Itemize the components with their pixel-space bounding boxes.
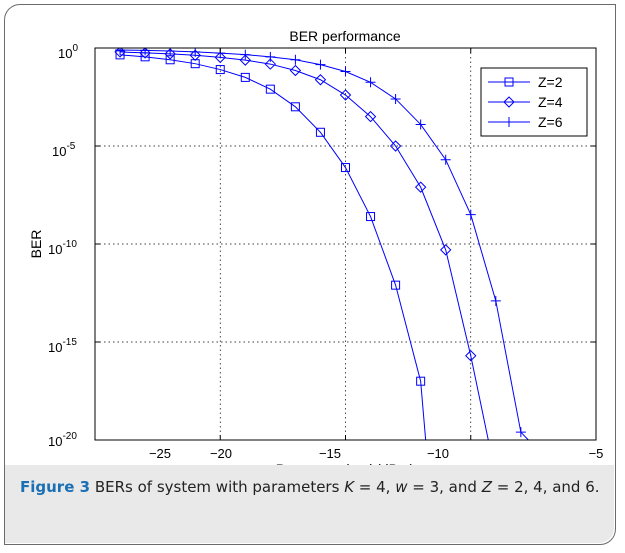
data-point-z2 [366, 212, 376, 222]
series-layer [114, 48, 529, 440]
x-tick-label: −5 [589, 446, 604, 461]
data-point-z6 [240, 49, 251, 60]
data-point-z2 [416, 376, 426, 386]
data-point-z6 [140, 48, 151, 56]
data-point-z2 [290, 102, 300, 112]
data-point-z2 [391, 280, 401, 290]
y-tick-label: 10-15 [48, 337, 77, 355]
caption-var-z: Z [481, 478, 492, 496]
data-point-z2 [240, 72, 250, 82]
caption-var-k: K [344, 478, 355, 496]
caption-text: = 3, and [407, 478, 482, 496]
data-point-z6 [265, 51, 276, 62]
caption-text: = 2, 4, and 6. [491, 478, 600, 496]
y-axis-title: BER [28, 230, 44, 259]
data-point-z6 [340, 66, 351, 77]
data-point-z2 [315, 127, 325, 137]
figure-caption: Figure 3 BERs of system with parameters … [20, 476, 605, 498]
data-point-z4 [389, 140, 402, 152]
caption-var-w: w [395, 478, 408, 496]
y-tick-label: 10-10 [48, 239, 77, 257]
series-line-z4 [120, 51, 489, 440]
data-point-z6 [165, 48, 176, 56]
legend-label-z2: Z=2 [538, 74, 563, 90]
data-point-z2 [265, 84, 275, 94]
data-point-z4 [314, 74, 327, 86]
data-point-z4 [339, 89, 352, 101]
data-point-z6 [415, 119, 426, 130]
data-point-z4 [364, 110, 377, 123]
chart-title: BER performance [289, 28, 400, 44]
legend-marker-z2 [504, 77, 514, 87]
y-tick-label: 10-5 [52, 141, 76, 159]
data-point-z4 [264, 58, 277, 70]
data-point-z6 [290, 54, 301, 65]
data-point-z4 [239, 54, 252, 66]
data-point-z6 [515, 427, 526, 438]
legend-label-z6: Z=6 [538, 114, 563, 130]
data-point-z6 [490, 295, 501, 306]
x-tick-label: −10 [427, 446, 449, 461]
data-point-z2 [341, 163, 350, 173]
legend: Z=2 Z=4 Z=6 [480, 67, 588, 137]
tick-marks [94, 47, 597, 441]
data-point-z4 [414, 181, 427, 193]
data-point-z6 [390, 93, 401, 104]
data-point-z6 [440, 154, 451, 165]
x-tick-label: −25 [149, 446, 171, 461]
data-point-z4 [189, 49, 201, 61]
data-point-z4 [439, 244, 452, 256]
data-point-z4 [139, 48, 151, 59]
caption-band [5, 465, 614, 543]
data-point-z6 [115, 48, 126, 55]
data-point-z6 [365, 77, 376, 88]
data-point-z6 [315, 59, 326, 70]
y-tick-label: 10-20 [48, 431, 77, 449]
data-point-z6 [190, 48, 201, 57]
data-point-z4 [214, 51, 226, 64]
data-point-z6 [465, 209, 476, 220]
y-tick-label: 100 [58, 43, 78, 61]
data-point-z2 [215, 65, 225, 75]
legend-marker-z4 [503, 96, 515, 108]
caption-text: = 4, [354, 478, 396, 496]
data-point-z4 [465, 350, 477, 362]
x-tick-label: −15 [319, 446, 341, 461]
data-point-z4 [164, 48, 176, 60]
caption-text: BERs of system with parameters [90, 478, 345, 496]
figure-label: Figure 3 [20, 478, 91, 496]
legend-entries [488, 77, 530, 127]
data-point-z4 [289, 64, 302, 77]
legend-label-z4: Z=4 [538, 94, 563, 110]
legend-marker-z6 [504, 117, 514, 127]
x-tick-label: −20 [210, 446, 232, 461]
